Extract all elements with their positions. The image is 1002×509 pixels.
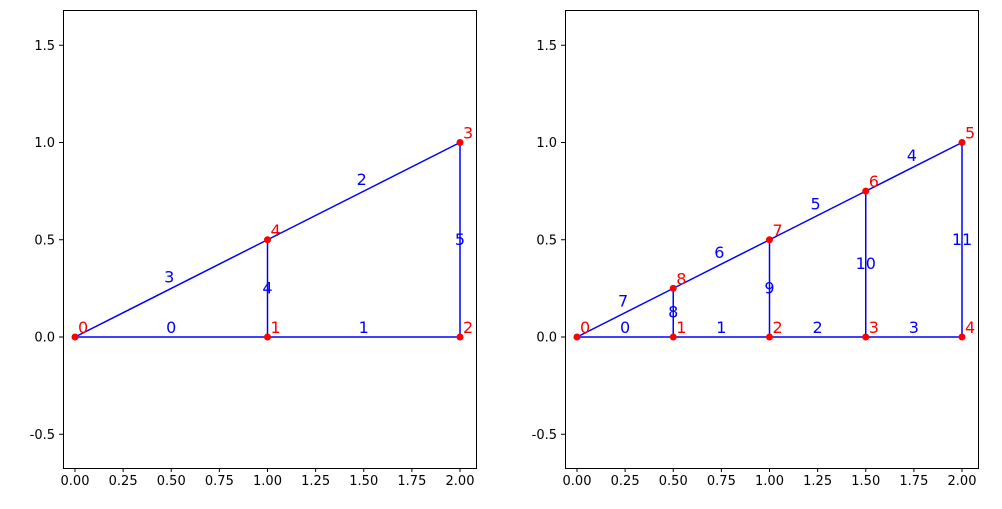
y-tick-label: 1.0 (34, 136, 55, 151)
edge-label: 0 (620, 318, 630, 337)
edge-label: 5 (455, 230, 465, 249)
edge-label: 7 (618, 292, 628, 311)
node-label: 4 (271, 221, 281, 240)
x-tick-label: 0.75 (205, 474, 234, 489)
graph-edge (267, 141, 461, 241)
edge-label: 2 (813, 318, 823, 337)
edge-label: 5 (811, 194, 821, 213)
x-tick-label: 2.00 (948, 474, 977, 489)
edge-label: 11 (952, 230, 972, 249)
node-label: 3 (463, 124, 473, 143)
graph-edge (769, 190, 867, 241)
x-tick-label: 2.00 (446, 474, 475, 489)
x-tick-label: 1.25 (301, 474, 330, 489)
node-label: 0 (580, 318, 590, 337)
node-label: 1 (271, 318, 281, 337)
y-tick-label: 1.0 (536, 136, 557, 151)
right-subplot: 0.00 0.25 0.50 0.75 1.00 1.25 1.50 1.75 2.00-0.5… (532, 10, 979, 489)
node-label: 3 (869, 318, 879, 337)
edge-label: 1 (716, 318, 726, 337)
node-label: 2 (773, 318, 783, 337)
graph-node (573, 333, 581, 341)
graph-edge (672, 239, 770, 290)
edge-label: 3 (164, 267, 174, 286)
edge-label: 9 (764, 278, 774, 297)
y-tick-label: 0.0 (34, 331, 55, 346)
graph-node (669, 333, 677, 341)
x-tick-label: 0.75 (707, 474, 736, 489)
graph-node (264, 333, 271, 341)
x-tick-label: 0.50 (659, 474, 688, 489)
x-tick-label: 0.50 (157, 474, 186, 489)
graph-node (669, 284, 677, 292)
axes-border (565, 10, 979, 469)
y-tick-label: 1.5 (536, 39, 557, 54)
x-tick-label: 1.75 (397, 474, 426, 489)
edge-label: 4 (262, 278, 272, 297)
graph-node (456, 333, 464, 341)
graph-node (456, 139, 464, 146)
x-tick-label: 0.00 (61, 474, 90, 489)
axes-border (63, 10, 477, 469)
node-label: 7 (773, 221, 783, 240)
edge-label: 8 (668, 303, 678, 322)
node-label: 1 (676, 318, 686, 337)
x-tick-label: 0.00 (563, 474, 592, 489)
graph-node (862, 187, 870, 195)
edge-label: 1 (359, 318, 369, 337)
graph-node (766, 333, 773, 341)
x-tick-label: 1.75 (899, 474, 928, 489)
y-tick-label: 1.5 (34, 39, 55, 54)
edge-label: 0 (166, 318, 176, 337)
edge-label: 2 (357, 170, 367, 189)
graph-edge (74, 239, 268, 338)
node-label: 2 (463, 318, 473, 337)
graph-node (71, 333, 79, 341)
edge-label: 3 (909, 318, 919, 337)
x-tick-label: 1.00 (253, 474, 282, 489)
graph-edge (576, 287, 674, 338)
y-tick-label: -0.5 (532, 428, 557, 443)
x-tick-label: 1.50 (349, 474, 378, 489)
y-tick-label: -0.5 (30, 428, 55, 443)
x-tick-label: 0.25 (611, 474, 640, 489)
y-tick-label: 0.0 (536, 331, 557, 346)
node-label: 6 (869, 172, 879, 191)
x-tick-label: 1.25 (803, 474, 832, 489)
graph-node (862, 333, 870, 341)
graph-node (958, 139, 966, 146)
node-label: 5 (965, 124, 975, 143)
graph-node (766, 236, 773, 244)
x-tick-label: 1.50 (851, 474, 880, 489)
x-tick-label: 1.00 (755, 474, 784, 489)
y-tick-label: 0.5 (34, 233, 55, 248)
graph-node (958, 333, 966, 341)
graph-node (264, 236, 271, 244)
node-label: 8 (676, 269, 686, 288)
edge-label: 4 (907, 146, 917, 165)
left-subplot: 0.00 0.25 0.50 0.75 1.00 1.25 1.50 1.75 2.00-0.5… (30, 10, 477, 489)
x-tick-label: 0.25 (109, 474, 138, 489)
y-tick-label: 0.5 (536, 233, 557, 248)
edge-label: 6 (714, 243, 724, 262)
node-label: 0 (78, 318, 88, 337)
edge-label: 10 (856, 254, 876, 273)
graph-edge (865, 141, 963, 192)
node-label: 4 (965, 318, 975, 337)
